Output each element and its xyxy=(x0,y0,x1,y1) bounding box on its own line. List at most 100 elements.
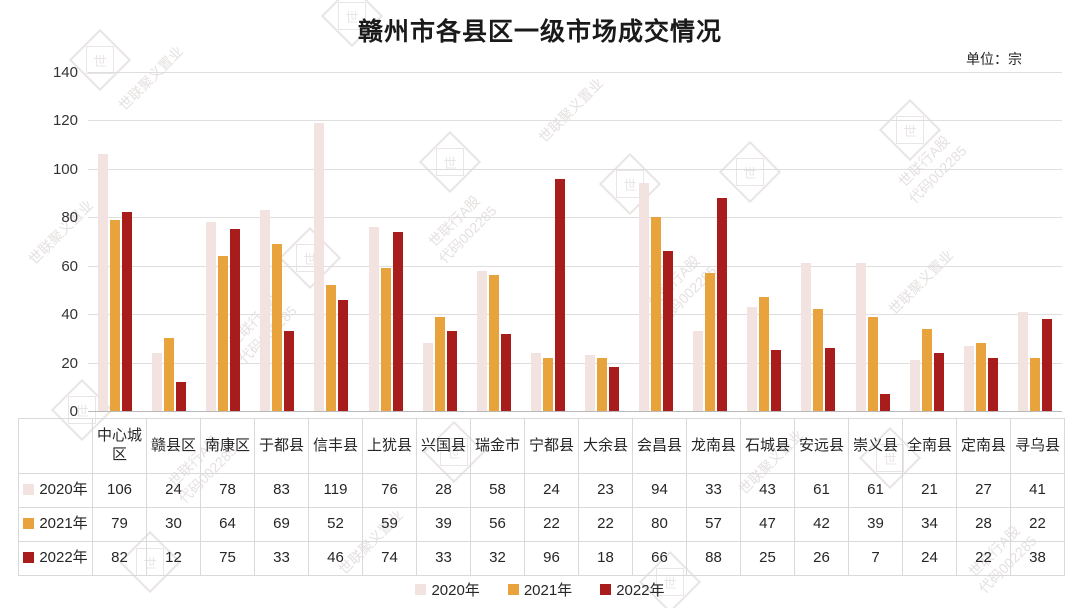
bar xyxy=(368,226,379,411)
bar xyxy=(717,197,728,411)
value-cell: 23 xyxy=(578,473,633,508)
value-cell: 69 xyxy=(254,507,309,542)
value-cell: 61 xyxy=(794,473,849,508)
category-header-cell: 大余县 xyxy=(578,418,633,474)
legend-item: 2021年 xyxy=(507,579,572,600)
legend: 2020年 2021年 2022年 xyxy=(0,579,1080,600)
bar xyxy=(693,331,704,411)
value-cell: 22 xyxy=(578,507,633,542)
bar xyxy=(284,331,295,411)
y-axis-tick-label: 20 xyxy=(61,354,78,372)
value-cell: 30 xyxy=(146,507,201,542)
bar xyxy=(164,338,175,411)
value-cell: 42 xyxy=(794,507,849,542)
value-cell: 21 xyxy=(902,473,957,508)
category-header-cell: 赣县区 xyxy=(146,418,201,474)
legend-label: 2022年 xyxy=(616,582,665,599)
bar xyxy=(651,217,662,411)
value-cell: 33 xyxy=(254,541,309,576)
value-cell: 75 xyxy=(200,541,255,576)
y-axis-tick-label: 60 xyxy=(61,257,78,275)
bar xyxy=(380,268,391,411)
category-header-cell: 中心城区 xyxy=(92,418,147,474)
bar-group xyxy=(304,72,358,411)
value-cell: 33 xyxy=(416,541,471,576)
bar xyxy=(921,328,932,411)
legend-swatch xyxy=(600,584,612,595)
bar-group xyxy=(629,72,683,411)
category-header-cell: 崇义县 xyxy=(848,418,903,474)
category-header-cell: 寻乌县 xyxy=(1010,418,1065,474)
legend-label: 2020年 xyxy=(431,582,480,599)
value-cell: 82 xyxy=(92,541,147,576)
unit-label: 单位：宗 xyxy=(966,51,1022,67)
value-cell: 39 xyxy=(416,507,471,542)
bar xyxy=(476,270,487,411)
value-cell: 18 xyxy=(578,541,633,576)
bar xyxy=(1029,357,1040,411)
gridline xyxy=(88,168,1062,170)
legend-swatch xyxy=(507,584,519,595)
value-cell: 74 xyxy=(362,541,417,576)
category-header-cell: 龙南县 xyxy=(686,418,741,474)
gridline xyxy=(88,265,1062,267)
value-cell: 27 xyxy=(956,473,1011,508)
category-header-cell: 宁都县 xyxy=(524,418,579,474)
value-cell: 59 xyxy=(362,507,417,542)
bar xyxy=(879,394,890,411)
bar-group xyxy=(88,72,142,411)
category-header-cell: 信丰县 xyxy=(308,418,363,474)
value-cell: 79 xyxy=(92,507,147,542)
bar xyxy=(422,343,433,411)
y-axis-tick-label: 40 xyxy=(61,306,78,324)
bar xyxy=(488,275,499,411)
bar xyxy=(260,210,271,411)
bar xyxy=(747,306,758,411)
category-header-cell: 上犹县 xyxy=(362,418,417,474)
series-label-cell: 2020年 xyxy=(18,473,93,508)
bar xyxy=(609,367,620,411)
bar-group xyxy=(1008,72,1062,411)
value-cell: 56 xyxy=(470,507,525,542)
value-cell: 52 xyxy=(308,507,363,542)
bar-group xyxy=(142,72,196,411)
series-swatch xyxy=(23,552,35,564)
value-cell: 22 xyxy=(524,507,579,542)
value-cell: 106 xyxy=(92,473,147,508)
value-cell: 80 xyxy=(632,507,687,542)
bar xyxy=(230,229,241,411)
bar-group xyxy=(737,72,791,411)
bar-group xyxy=(846,72,900,411)
value-cell: 41 xyxy=(1010,473,1065,508)
value-cell: 38 xyxy=(1010,541,1065,576)
y-axis-tick-label: 100 xyxy=(52,160,78,178)
value-cell: 88 xyxy=(686,541,741,576)
value-cell: 24 xyxy=(902,541,957,576)
watermark-logo-glyph: 世 xyxy=(86,46,114,74)
gridline xyxy=(88,314,1062,316)
table-header-row: 中心城区 赣县区 南康区 于都县 信丰县 上犹县 兴国县 瑞金市 宁都县 大余县 会昌县 龙南县 石城县… xyxy=(18,418,1065,474)
value-cell: 24 xyxy=(146,473,201,508)
value-cell: 22 xyxy=(956,541,1011,576)
bar-group xyxy=(413,72,467,411)
bar xyxy=(801,263,812,411)
value-cell: 66 xyxy=(632,541,687,576)
legend-swatch xyxy=(415,584,427,595)
gridline xyxy=(88,72,1062,73)
value-cell: 61 xyxy=(848,473,903,508)
table-row: 2020年 106 24 78 83 119 76 28 58 24 23 94 33 43 61 61 21 2… xyxy=(18,473,1065,508)
bar xyxy=(933,352,944,411)
legend-item: 2022年 xyxy=(600,579,665,600)
bar-group xyxy=(359,72,413,411)
bar-group xyxy=(521,72,575,411)
bar xyxy=(987,357,998,411)
bar xyxy=(663,251,674,411)
bar xyxy=(855,263,866,411)
value-cell: 28 xyxy=(956,507,1011,542)
legend-item: 2020年 xyxy=(415,579,480,600)
bar xyxy=(218,256,229,411)
plot-area xyxy=(88,72,1062,412)
bar xyxy=(813,309,824,411)
value-cell: 58 xyxy=(470,473,525,508)
bar xyxy=(122,212,133,411)
